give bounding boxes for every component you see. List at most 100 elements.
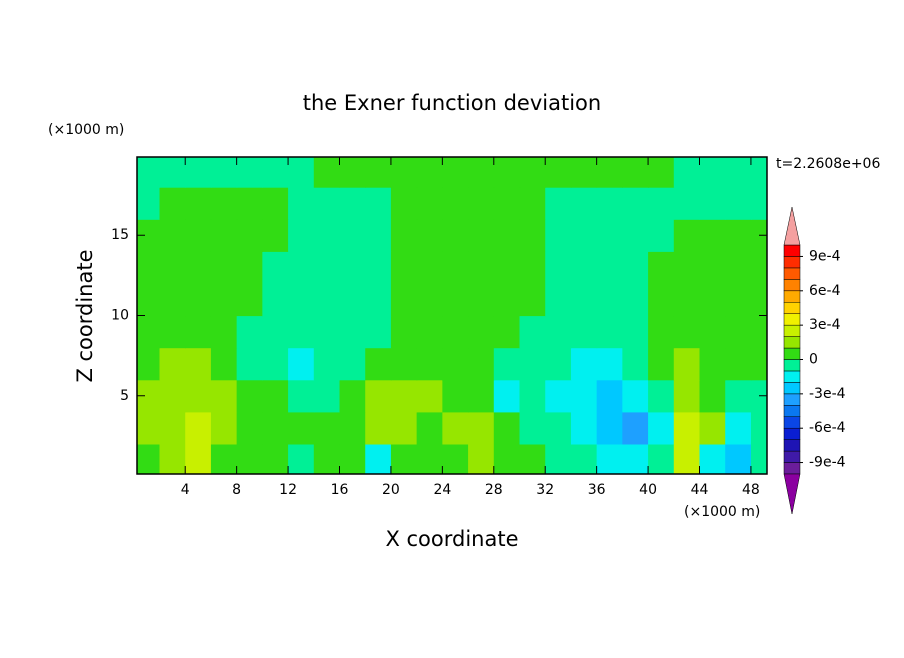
contour-cell — [137, 283, 161, 317]
colorbar-band — [783, 359, 801, 372]
contour-cell — [519, 411, 546, 445]
contour-cell — [288, 315, 315, 349]
contour-cell — [313, 283, 341, 317]
contour-cell — [442, 251, 469, 284]
contour-cell — [262, 283, 289, 317]
contour-cell — [519, 251, 546, 284]
contour-cell — [468, 157, 495, 188]
contour-cell — [137, 347, 161, 381]
colorbar-band — [783, 313, 801, 326]
y-unit: (×1000 m) — [48, 122, 124, 138]
contour-cell — [493, 187, 521, 220]
contour-cell — [262, 347, 289, 381]
contour-cell — [416, 347, 443, 381]
contour-cell — [570, 187, 598, 220]
colorbar-band — [783, 336, 801, 349]
y-axis-label: Z coordinate — [73, 249, 97, 382]
contour-cell — [545, 219, 572, 252]
contour-cell — [622, 251, 649, 284]
contour-cell — [622, 157, 649, 188]
contour-cell — [313, 347, 341, 381]
contour-cell — [185, 411, 212, 445]
contour-cell — [313, 443, 341, 474]
contour-cell — [673, 157, 701, 188]
contour-cell — [648, 443, 675, 474]
contour-cell — [570, 283, 598, 317]
contour-cell — [339, 315, 366, 349]
contour-cell — [673, 347, 701, 381]
colorbar-tick-label: 6e-4 — [809, 283, 841, 299]
contour-cell — [545, 379, 572, 413]
contour-cell — [262, 379, 289, 413]
contour-cell — [725, 283, 752, 317]
contour-cell — [137, 251, 161, 284]
contour-cell — [570, 251, 598, 284]
contour-cell — [622, 411, 649, 445]
contour-cell — [236, 443, 263, 474]
contour-cell — [596, 157, 623, 188]
contour-cell — [699, 251, 726, 284]
contour-cell — [519, 379, 546, 413]
x-tick-label: 40 — [639, 482, 657, 498]
contour-cell — [365, 443, 392, 474]
contour-cell — [493, 347, 521, 381]
contour-cell — [365, 157, 392, 188]
contour-cell — [288, 347, 315, 381]
contour-cell — [390, 251, 418, 284]
contour-cell — [493, 411, 521, 445]
y-tick-label: 5 — [120, 388, 129, 404]
contour-cell — [416, 219, 443, 252]
contour-cell — [288, 443, 315, 474]
colorbar-band — [783, 405, 801, 417]
contour-cell — [236, 379, 263, 413]
colorbar-band — [783, 279, 801, 292]
contour-cell — [137, 411, 161, 445]
contour-cell — [159, 157, 186, 188]
contour-cell — [648, 187, 675, 220]
contour-cell — [596, 187, 623, 220]
contour-cell — [210, 251, 238, 284]
contour-cell — [416, 251, 443, 284]
contour-cell — [210, 347, 238, 381]
contour-cell — [185, 219, 212, 252]
contour-field — [137, 157, 767, 474]
contour-cell — [570, 379, 598, 413]
contour-cell — [339, 411, 366, 445]
contour-cell — [262, 157, 289, 188]
contour-cell — [185, 187, 212, 220]
contour-cell — [519, 157, 546, 188]
colorbar-tick-label: -9e-4 — [809, 455, 846, 471]
contour-cell — [313, 157, 341, 188]
contour-cell — [673, 443, 701, 474]
contour-cell — [416, 157, 443, 188]
contour-cell — [416, 411, 443, 445]
contour-cell — [596, 219, 623, 252]
contour-cell — [468, 315, 495, 349]
contour-cell — [699, 347, 726, 381]
contour-cell — [750, 251, 767, 284]
contour-cell — [262, 411, 289, 445]
x-tick-label: 16 — [331, 482, 349, 498]
contour-cell — [622, 219, 649, 252]
contour-cell — [725, 347, 752, 381]
contour-cell — [699, 219, 726, 252]
contour-cell — [185, 347, 212, 381]
contour-cell — [648, 219, 675, 252]
contour-cell — [137, 157, 161, 188]
contour-cell — [699, 443, 726, 474]
contour-cell — [339, 187, 366, 220]
contour-cell — [570, 315, 598, 349]
contour-cell — [339, 443, 366, 474]
contour-cell — [519, 443, 546, 474]
contour-cell — [468, 283, 495, 317]
contour-cell — [545, 411, 572, 445]
contour-cell — [210, 315, 238, 349]
contour-cell — [673, 187, 701, 220]
colorbar-band — [783, 347, 801, 360]
contour-cell — [159, 219, 186, 252]
contour-cell — [622, 283, 649, 317]
contour-cell — [313, 219, 341, 252]
axes: 4 8 12 16 20 24 28 32 36 40 44 48510159e-46e-43e-40… — [111, 156, 846, 515]
contour-cell — [262, 315, 289, 349]
